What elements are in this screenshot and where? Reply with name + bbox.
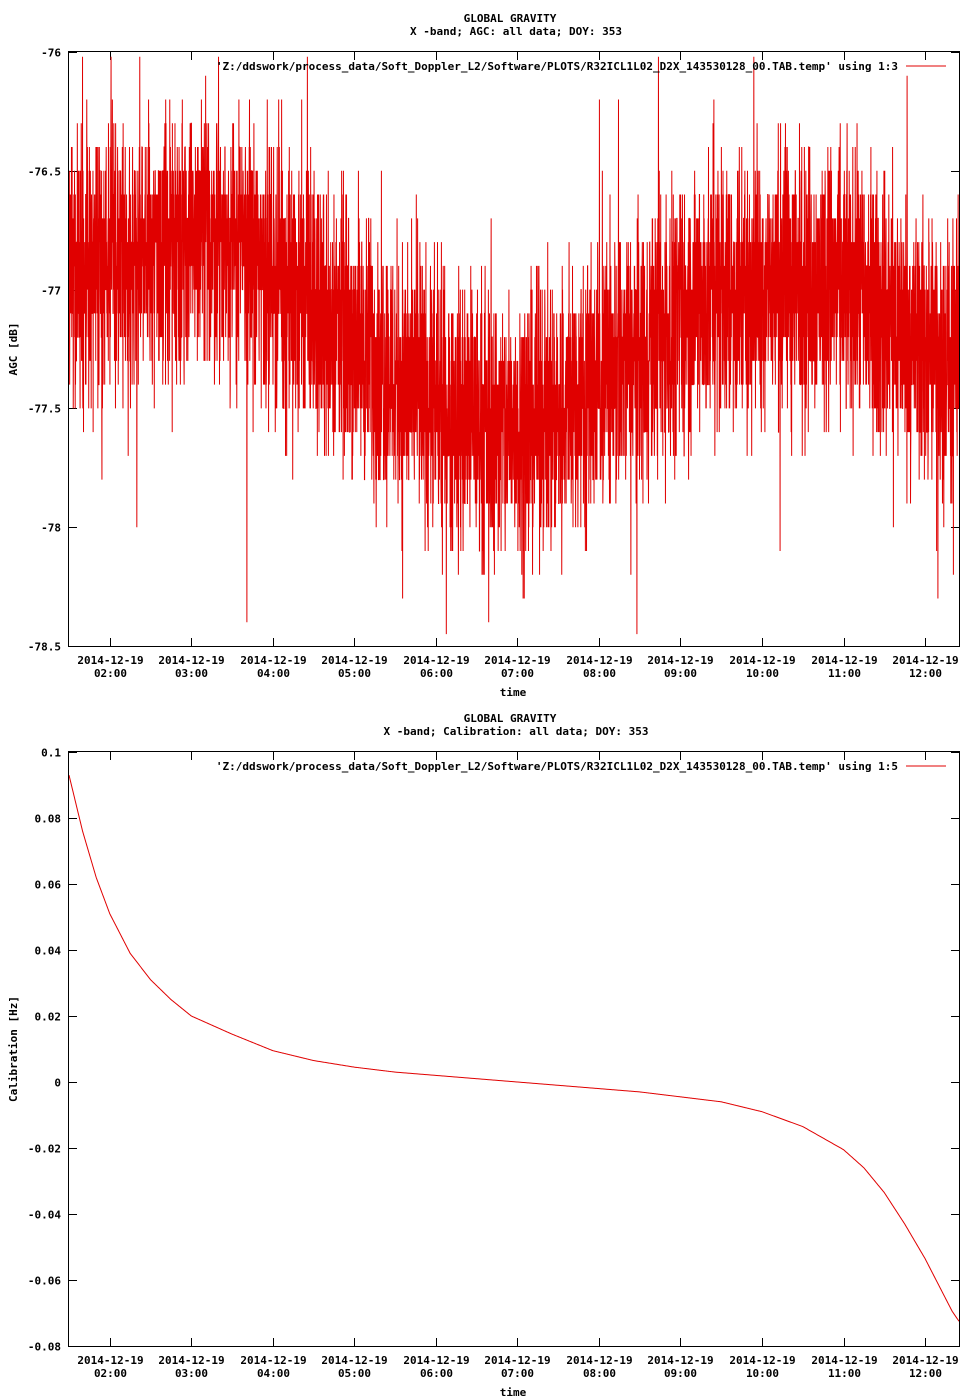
x-tick-date: 2014-12-19	[484, 654, 550, 667]
y-tick-label: -76	[41, 47, 61, 60]
y-tick-label: 0.08	[35, 813, 62, 826]
series-line-calibration	[68, 774, 960, 1322]
axis-ticks	[69, 52, 959, 647]
calibration-chart: GLOBAL GRAVITY X -band; Calibration: all…	[7, 712, 960, 1399]
chart-title: GLOBAL GRAVITY	[464, 12, 557, 25]
y-tick-label: -76.5	[28, 166, 61, 179]
x-tick-labels: 2014-12-1902:002014-12-1903:002014-12-19…	[77, 654, 958, 680]
y-axis-label: AGC [dB]	[7, 323, 20, 376]
y-tick-label: -0.04	[28, 1209, 61, 1222]
y-tick-label: -77.5	[28, 403, 61, 416]
x-tick-time: 04:00	[257, 1367, 290, 1380]
x-tick-date: 2014-12-19	[729, 654, 795, 667]
x-tick-time: 10:00	[746, 667, 779, 680]
chart-subtitle: X -band; Calibration: all data; DOY: 353	[384, 725, 649, 738]
y-tick-label: 0	[54, 1077, 61, 1090]
y-tick-label: 0.04	[35, 945, 62, 958]
y-axis-label: Calibration [Hz]	[7, 996, 20, 1102]
x-tick-date: 2014-12-19	[647, 654, 713, 667]
y-tick-label: 0.06	[35, 879, 62, 892]
x-tick-time: 12:00	[909, 1367, 942, 1380]
x-tick-time: 07:00	[501, 667, 534, 680]
x-tick-time: 11:00	[828, 1367, 861, 1380]
x-tick-date: 2014-12-19	[811, 654, 877, 667]
x-tick-date: 2014-12-19	[892, 1354, 958, 1367]
x-tick-time: 02:00	[94, 667, 127, 680]
x-tick-time: 05:00	[338, 1367, 371, 1380]
y-tick-label: -78	[41, 522, 61, 535]
x-tick-time: 10:00	[746, 1367, 779, 1380]
x-tick-date: 2014-12-19	[77, 654, 143, 667]
x-tick-date: 2014-12-19	[158, 1354, 224, 1367]
x-tick-time: 03:00	[175, 667, 208, 680]
y-tick-label: -0.08	[28, 1341, 61, 1354]
x-tick-date: 2014-12-19	[647, 1354, 713, 1367]
x-tick-date: 2014-12-19	[566, 654, 632, 667]
x-tick-time: 09:00	[664, 1367, 697, 1380]
x-tick-time: 02:00	[94, 1367, 127, 1380]
x-tick-time: 12:00	[909, 667, 942, 680]
x-tick-time: 11:00	[828, 667, 861, 680]
x-axis-label: time	[500, 1386, 527, 1399]
x-tick-date: 2014-12-19	[403, 654, 469, 667]
x-tick-time: 08:00	[583, 667, 616, 680]
x-tick-time: 07:00	[501, 1367, 534, 1380]
plot-frame	[68, 51, 960, 647]
x-tick-labels: 2014-12-1902:002014-12-1903:002014-12-19…	[77, 1354, 958, 1380]
y-tick-label: -0.06	[28, 1275, 61, 1288]
y-tick-label: -78.5	[28, 641, 61, 654]
y-tick-label: -77	[41, 285, 61, 298]
x-tick-time: 03:00	[175, 1367, 208, 1380]
x-tick-time: 06:00	[420, 667, 453, 680]
x-tick-date: 2014-12-19	[729, 1354, 795, 1367]
x-tick-date: 2014-12-19	[321, 1354, 387, 1367]
x-tick-date: 2014-12-19	[240, 1354, 306, 1367]
y-tick-label: 0.02	[35, 1011, 62, 1024]
x-tick-date: 2014-12-19	[158, 654, 224, 667]
legend-label: 'Z:/ddswork/process_data/Soft_Doppler_L2…	[216, 60, 898, 73]
x-tick-date: 2014-12-19	[892, 654, 958, 667]
agc-chart: GLOBAL GRAVITY X -band; AGC: all data; D…	[7, 12, 960, 699]
legend-label: 'Z:/ddswork/process_data/Soft_Doppler_L2…	[216, 760, 898, 773]
chart-subtitle: X -band; AGC: all data; DOY: 353	[410, 25, 622, 38]
x-tick-date: 2014-12-19	[321, 654, 387, 667]
y-tick-labels: -76 -76.5 -77 -77.5 -78 -78.5	[28, 47, 61, 654]
x-tick-time: 05:00	[338, 667, 371, 680]
x-tick-time: 06:00	[420, 1367, 453, 1380]
x-axis-label: time	[500, 686, 527, 699]
x-tick-time: 04:00	[257, 667, 290, 680]
y-tick-labels: 0.1 0.08 0.06 0.04 0.02 0 -0.02 -0.04 -0.06 -0.08	[28, 747, 61, 1354]
x-tick-date: 2014-12-19	[403, 1354, 469, 1367]
x-tick-date: 2014-12-19	[77, 1354, 143, 1367]
x-tick-time: 08:00	[583, 1367, 616, 1380]
x-tick-date: 2014-12-19	[484, 1354, 550, 1367]
series-line-agc	[68, 56, 960, 635]
axis-ticks	[69, 752, 959, 1347]
x-tick-date: 2014-12-19	[811, 1354, 877, 1367]
x-tick-date: 2014-12-19	[240, 654, 306, 667]
x-tick-time: 09:00	[664, 667, 697, 680]
y-tick-label: -0.02	[28, 1143, 61, 1156]
y-tick-label: 0.1	[41, 747, 61, 760]
x-tick-date: 2014-12-19	[566, 1354, 632, 1367]
chart-title: GLOBAL GRAVITY	[464, 712, 557, 725]
plot-frame	[68, 751, 960, 1347]
